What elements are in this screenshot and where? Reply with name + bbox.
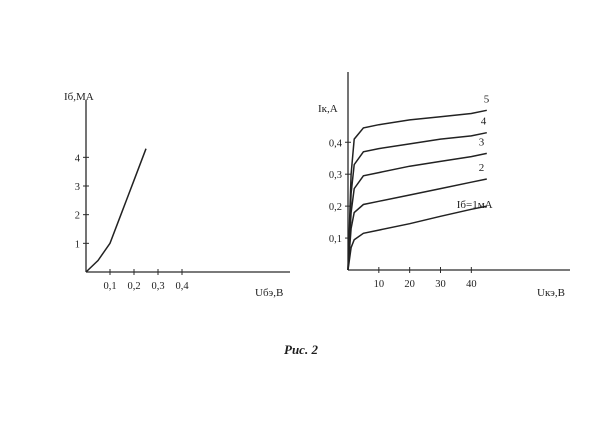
x-tick-label-1: 0,2	[127, 281, 140, 292]
series-label-1: 2	[479, 162, 485, 174]
input-characteristic-chart: Iб,МА Uбэ,В 0,1 0,2 0,3 0,4 1 2 3 4	[64, 91, 290, 299]
series-line-2	[347, 152, 487, 271]
series-line-4	[347, 109, 487, 271]
x-tick-label-1: 20	[404, 279, 415, 290]
x-tick-label-3: 0,4	[175, 281, 189, 292]
output-characteristics-chart: Iк,А Uкэ,В 10 20 30 40 0,1 0,2 0,3 0,4 Iб=1мА 2 3…	[318, 72, 570, 299]
tick-group: 10 20 30 40 0,1 0,2 0,3 0,4	[329, 138, 477, 290]
series-line-3	[347, 131, 487, 271]
series-group	[85, 148, 147, 273]
y-axis-label: Iк,А	[318, 103, 338, 115]
x-axis-label: Uбэ,В	[255, 287, 283, 299]
series-line-1	[347, 178, 487, 271]
y-tick-label-0: 0,1	[329, 234, 342, 245]
y-tick-label-2: 3	[75, 182, 80, 193]
y-tick-label-1: 0,2	[329, 202, 342, 213]
series-group: Iб=1мА 2 3 4 5	[347, 93, 493, 271]
x-tick-label-0: 10	[374, 279, 385, 290]
y-tick-label-2: 0,3	[329, 170, 342, 181]
x-tick-label-2: 30	[435, 279, 446, 290]
series-label-0: Iб=1мА	[457, 199, 493, 211]
x-tick-label-2: 0,3	[151, 281, 164, 292]
x-axis-label: Uкэ,В	[537, 287, 565, 299]
y-tick-label-3: 0,4	[329, 138, 343, 149]
y-axis-label: Iб,МА	[64, 91, 94, 103]
series-label-2: 3	[479, 136, 485, 148]
series-line-0	[347, 205, 487, 271]
y-tick-label-1: 2	[75, 211, 80, 222]
y-tick-label-3: 4	[75, 153, 81, 164]
x-tick-label-3: 40	[466, 279, 477, 290]
figure-caption: Рис. 2	[284, 342, 318, 357]
tick-group: 0,1 0,2 0,3 0,4 1 2 3 4	[75, 153, 190, 292]
series-label-3: 4	[481, 116, 487, 128]
series-line-0	[85, 148, 147, 273]
y-tick-label-0: 1	[75, 239, 80, 250]
series-label-4: 5	[484, 93, 490, 105]
x-tick-label-0: 0,1	[103, 281, 116, 292]
